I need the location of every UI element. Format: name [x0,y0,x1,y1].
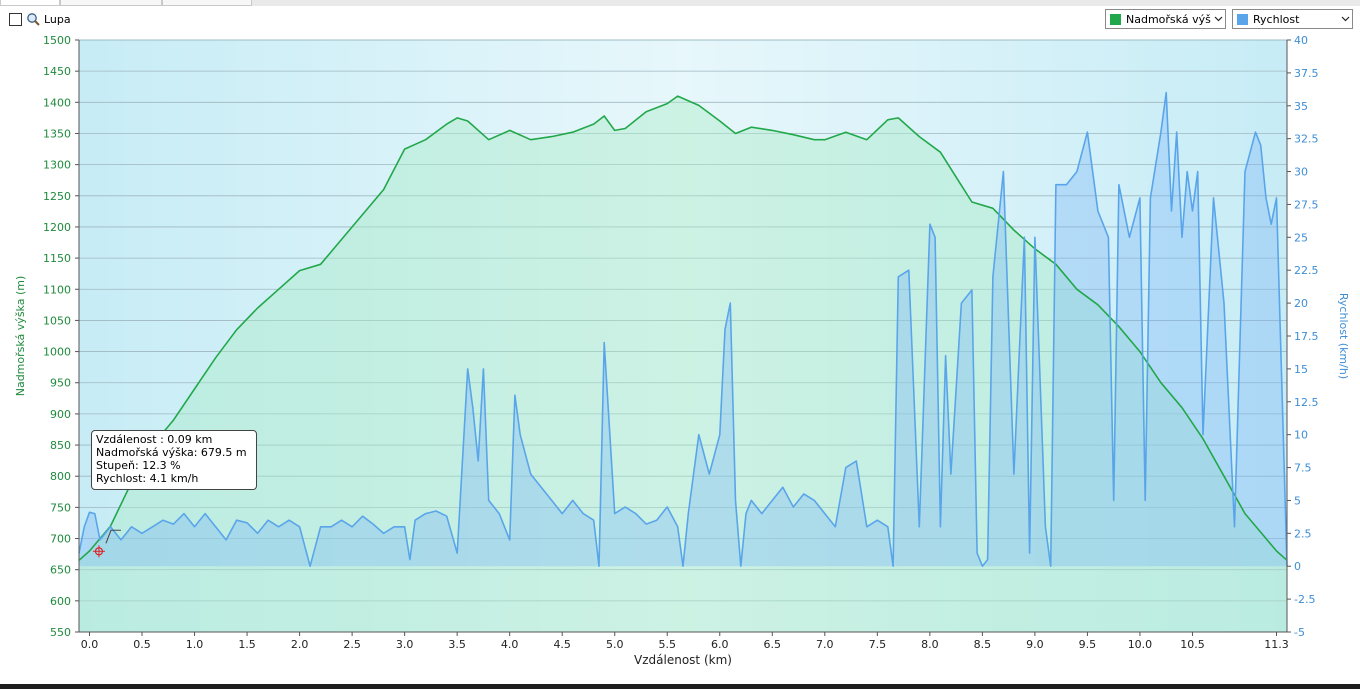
x-tick-label: 0.0 [81,638,99,651]
tab-active[interactable] [0,0,60,6]
y-axis-left-label: Nadmořská výška (m) [14,276,27,397]
x-tick-label: 3.0 [396,638,414,651]
series-areas [79,92,1287,633]
x-tick-label: 8.0 [921,638,939,651]
magnifier-icon [27,13,40,26]
chart-toolbar: Lupa Nadmořská výšk Rychlost [0,6,1360,34]
y-left-tick-label: 750 [50,501,71,514]
y-left-tick-label: 1400 [43,96,71,109]
lupa-label: Lupa [44,12,71,26]
y-left-tick-label: 1350 [43,127,71,140]
y-left-tick-label: 700 [50,533,71,546]
y-right-tick-label: 35 [1294,100,1308,113]
x-tick-label: 7.5 [869,638,887,651]
x-tick-label: 1.0 [186,638,204,651]
y-left-tick-label: 800 [50,470,71,483]
x-tick-label: 5.0 [606,638,624,651]
y-right-tick-label: 17.5 [1294,330,1319,343]
y-left-tick-label: 1500 [43,34,71,47]
y-right-tick-label: 30 [1294,166,1308,179]
tooltip-distance: Vzdálenost : 0.09 km [96,433,213,446]
tooltip-speed: Rychlost: 4.1 km/h [96,472,199,485]
tooltip-grade: Stupeň: 12.3 % [96,459,181,472]
lupa-checkbox[interactable] [9,12,22,26]
y-right-tick-label: 22.5 [1294,264,1319,277]
y-left-tick-label: 1000 [43,346,71,359]
x-tick-label: 11.3 [1264,638,1289,651]
y-right-tick-label: 2.5 [1294,527,1312,540]
tab-3[interactable] [162,0,252,6]
right-axis-series-select[interactable]: Rychlost [1232,9,1353,29]
y-left-tick-label: 950 [50,377,71,390]
y-left-tick-label: 900 [50,408,71,421]
chevron-down-icon [1338,16,1352,22]
y-left-tick-label: 550 [50,626,71,639]
x-tick-label: 7.0 [816,638,834,651]
left-select-value: Nadmořská výšk [1126,12,1211,26]
y-right-tick-label: 12.5 [1294,396,1319,409]
x-tick-label: 6.5 [764,638,782,651]
position-marker [92,529,121,558]
y-right-tick-label: 20 [1294,297,1308,310]
tooltip-elevation: Nadmořská výška: 679.5 m [96,446,247,459]
x-tick-label: 10.5 [1180,638,1205,651]
axes: 5506006507007508008509009501000105011001… [43,34,1319,651]
x-tick-label: 6.0 [711,638,729,651]
y-right-tick-label: 37.5 [1294,67,1319,80]
y-right-tick-label: 15 [1294,363,1308,376]
y-left-tick-label: 850 [50,439,71,452]
x-tick-label: 0.5 [133,638,151,651]
y-right-tick-label: -5 [1294,626,1305,639]
left-axis-series-select[interactable]: Nadmořská výšk [1105,9,1226,29]
x-tick-label: 9.5 [1079,638,1097,651]
right-select-value: Rychlost [1253,12,1300,26]
x-tick-label: 1.5 [238,638,256,651]
y-left-tick-label: 1250 [43,190,71,203]
y-right-tick-label: 0 [1294,560,1301,573]
y-right-tick-label: 25 [1294,231,1308,244]
y-right-tick-label: 27.5 [1294,198,1319,211]
x-tick-label: 2.0 [291,638,309,651]
chevron-down-icon [1211,16,1225,22]
x-tick-label: 5.5 [658,638,676,651]
y-right-tick-label: 7.5 [1294,462,1312,475]
y-left-tick-label: 1150 [43,252,71,265]
y-left-tick-label: 1050 [43,314,71,327]
x-tick-label: 9.0 [1026,638,1044,651]
y-right-tick-label: 10 [1294,429,1308,442]
y-left-tick-label: 1450 [43,65,71,78]
x-tick-label: 8.5 [974,638,992,651]
y-axis-right-label: Rychlost (km/h) [1337,293,1350,379]
hover-tooltip: Vzdálenost : 0.09 km Nadmořská výška: 67… [91,430,257,490]
y-right-tick-label: 40 [1294,34,1308,47]
speed-color-swatch [1237,13,1248,25]
y-left-tick-label: 650 [50,564,71,577]
y-right-tick-label: 5 [1294,494,1301,507]
bottom-bar [0,684,1360,689]
y-left-tick-label: 1100 [43,283,71,296]
grid-lines [79,39,1287,633]
x-tick-label: 10.0 [1128,638,1153,651]
speed-area [79,92,1287,567]
x-tick-label: 4.5 [553,638,571,651]
y-left-tick-label: 1300 [43,159,71,172]
x-tick-label: 2.5 [343,638,361,651]
lupa-toggle[interactable]: Lupa [9,12,71,26]
y-right-tick-label: 32.5 [1294,133,1319,146]
x-axis-label: Vzdálenost (km) [634,653,732,667]
x-tick-label: 3.5 [448,638,466,651]
x-tick-label: 4.0 [501,638,519,651]
tooltip-pointer [105,529,121,544]
y-left-tick-label: 1200 [43,221,71,234]
elevation-speed-chart[interactable]: 5506006507007508008509009501000105011001… [0,34,1360,684]
top-tab-strip [0,0,1360,6]
tab-2[interactable] [60,0,162,6]
y-right-tick-label: -2.5 [1294,593,1315,606]
series-lines [78,91,1288,568]
speed-line [78,91,1288,568]
elevation-area [79,96,1287,633]
elevation-color-swatch [1110,13,1121,25]
elevation-line [78,95,1288,561]
y-left-tick-label: 600 [50,595,71,608]
